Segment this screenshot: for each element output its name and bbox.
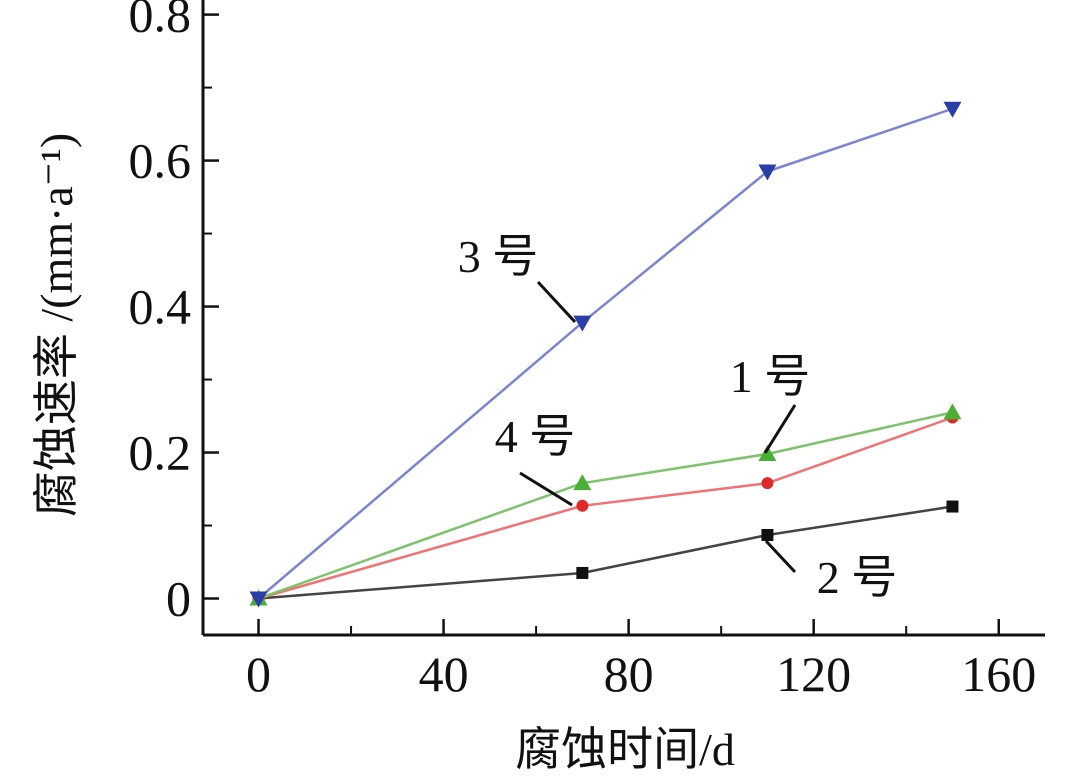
- data-point: [576, 499, 589, 512]
- data-point: [249, 591, 268, 608]
- data-point: [761, 477, 774, 490]
- annotation-leader: [763, 404, 797, 454]
- series-label: 4 号: [495, 411, 576, 462]
- data-point: [943, 101, 962, 118]
- x-axis-title: 腐蚀时间/d: [515, 724, 735, 775]
- series-line: [258, 411, 953, 600]
- annotation-leader: [536, 280, 577, 324]
- series-line: [257, 107, 953, 600]
- series-annotations: 1 号 2 号 3 号 4 号: [458, 231, 898, 603]
- y-tick-label: 0.6: [129, 133, 192, 189]
- y-axis-title: 腐蚀速率 /(mm·a⁻¹): [31, 133, 82, 517]
- y-tick-label: 0.8: [129, 0, 192, 43]
- annotation-leader: [764, 539, 797, 574]
- series-label: 3 号: [458, 231, 539, 282]
- data-point: [758, 164, 777, 181]
- series-label: 1 号: [730, 351, 811, 402]
- series-group: [249, 101, 962, 608]
- data-point: [758, 444, 777, 461]
- axes: 0 40 80 120 160 0 0.2 0.4 0.6 0.8: [129, 0, 1045, 702]
- data-point: [761, 529, 774, 542]
- x-tick-label: 120: [776, 646, 851, 702]
- y-tick-label: 0.2: [129, 425, 192, 481]
- series-line: [258, 416, 953, 600]
- x-tick-label: 0: [246, 646, 271, 702]
- data-point: [576, 566, 589, 579]
- data-point: [573, 315, 592, 332]
- annotation-leader: [519, 471, 573, 507]
- data-point: [943, 403, 962, 420]
- y-tick-label: 0.4: [129, 279, 192, 335]
- y-tick-label: 0: [166, 571, 191, 627]
- x-tick-label: 160: [961, 646, 1036, 702]
- x-tick-label: 40: [419, 646, 469, 702]
- data-point: [573, 474, 592, 491]
- series-label: 2 号: [817, 552, 898, 603]
- data-point: [946, 500, 959, 513]
- x-tick-label: 80: [604, 646, 654, 702]
- series-line: [258, 505, 953, 600]
